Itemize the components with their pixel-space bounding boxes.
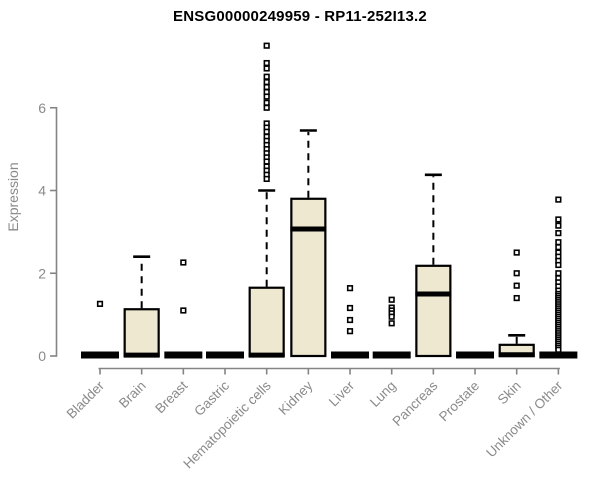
outlier-point	[263, 128, 270, 135]
outlier-point	[263, 104, 270, 111]
collapsed-box	[81, 351, 119, 359]
x-tick-label: Breast	[152, 378, 190, 416]
outlier-point	[263, 175, 270, 183]
x-tick-label: Pancreas	[390, 378, 441, 429]
outlier-point	[388, 296, 395, 303]
outlier-point	[555, 196, 562, 203]
outlier-point	[555, 216, 562, 223]
collapsed-box	[331, 351, 370, 359]
outlier-point	[263, 59, 270, 67]
x-tick-label: Bladder	[64, 378, 108, 422]
outlier-point	[263, 65, 270, 72]
collapsed-box	[206, 351, 245, 359]
outlier-point	[346, 304, 354, 312]
x-tick-label: Liver	[326, 378, 358, 410]
outlier-point	[555, 261, 562, 269]
box	[248, 286, 285, 358]
collapsed-box	[164, 351, 203, 359]
outlier-point	[263, 73, 270, 80]
y-tick-label: 2	[38, 265, 46, 281]
x-tick-label: Brain	[116, 378, 149, 411]
y-tick-label: 0	[38, 348, 46, 364]
outlier-point	[346, 328, 354, 335]
outlier-point	[346, 285, 354, 292]
outlier-point	[513, 249, 520, 256]
outlier-point	[388, 313, 395, 320]
outlier-point	[555, 346, 562, 353]
x-tick-label: Unknown / Other	[483, 378, 566, 461]
collapsed-box	[539, 351, 578, 359]
x-tick-label: Lung	[367, 378, 399, 410]
outlier-point	[263, 93, 270, 100]
box	[415, 264, 452, 358]
outlier-point	[346, 316, 354, 324]
outlier-point	[263, 83, 270, 91]
outlier-point	[180, 307, 187, 314]
box	[290, 197, 327, 358]
outlier-point	[555, 222, 562, 229]
outlier-point	[555, 239, 562, 246]
outlier-point	[513, 294, 520, 302]
y-tick-label: 6	[38, 100, 46, 116]
outlier-point	[96, 300, 104, 307]
outlier-point	[388, 320, 395, 327]
outlier-point	[263, 99, 270, 106]
outlier-point	[555, 244, 562, 251]
outlier-point	[513, 282, 520, 289]
x-tick-label: Skin	[495, 378, 524, 407]
x-tick-label: Gastric	[191, 378, 232, 419]
outlier-point	[555, 230, 562, 237]
outlier-point	[263, 78, 270, 86]
x-tick-label: Prostate	[436, 378, 482, 424]
outlier-point	[555, 270, 562, 277]
collapsed-box	[456, 351, 495, 359]
box	[123, 308, 160, 358]
outlier-point	[513, 270, 520, 277]
y-tick-label: 4	[38, 183, 46, 199]
collapsed-box	[372, 351, 411, 359]
outlier-point	[263, 158, 270, 165]
outlier-point	[180, 259, 187, 266]
outlier-point	[263, 42, 270, 49]
x-tick-label: Kidney	[276, 378, 316, 418]
chart-title: ENSG00000249959 - RP11-252I13.2	[173, 8, 427, 25]
